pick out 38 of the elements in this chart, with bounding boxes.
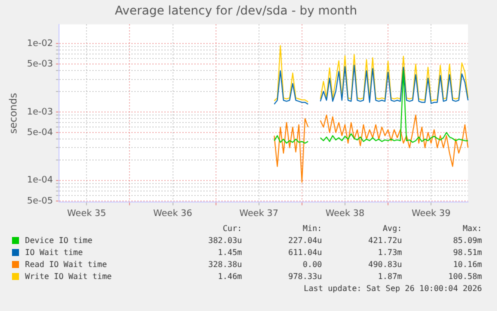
legend-label: Read IO Wait time	[24, 260, 107, 268]
x-tick-label: Week 37	[239, 208, 278, 219]
text: 328.38u	[207, 258, 242, 270]
x-tick-label: Week 35	[67, 208, 106, 219]
text: 0.00	[302, 258, 322, 270]
chart-title: Average latency for /dev/sda - by month	[114, 3, 358, 18]
text: 1.73m	[376, 246, 402, 258]
text: 10.16m	[452, 258, 482, 270]
text: 421.72u	[367, 234, 402, 246]
legend-label: Device IO time	[24, 236, 92, 244]
legend-label: Write IO Wait time	[24, 272, 112, 280]
x-tick-label: Week 39	[412, 208, 451, 219]
text: Cur:	[222, 222, 242, 234]
text: 1.45m	[216, 246, 242, 258]
y-tick-label: 1e-03	[26, 107, 53, 118]
y-tick-label: 5e-05	[26, 196, 53, 206]
text: 98.51m	[452, 246, 482, 258]
y-tick-label: 5e-04	[26, 128, 54, 138]
text: Max:	[462, 222, 482, 234]
text: 490.83u	[367, 258, 402, 270]
text: Min:	[302, 222, 322, 234]
text: 227.04u	[287, 234, 322, 246]
text: 1.46m	[216, 270, 242, 282]
text: 382.03u	[207, 234, 242, 246]
x-tick-label: Week 38	[325, 208, 365, 219]
y-tick-label: 1e-04	[26, 176, 54, 186]
text: Last update: Sat Sep 26 10:00:04 2026	[302, 282, 482, 294]
text: 611.04u	[287, 246, 322, 258]
text: 1.87m	[376, 270, 402, 282]
y-tick-label: 1e-02	[26, 38, 53, 49]
text: Avg:	[382, 222, 402, 234]
text: 100.58m	[447, 270, 482, 282]
legend-label: IO Wait time	[24, 248, 83, 256]
text: 85.09m	[452, 234, 482, 246]
y-axis-title: seconds	[8, 92, 20, 134]
y-tick-label: 5e-03	[26, 59, 53, 70]
text: 978.33u	[287, 270, 322, 282]
x-tick-label: Week 36	[153, 208, 193, 219]
